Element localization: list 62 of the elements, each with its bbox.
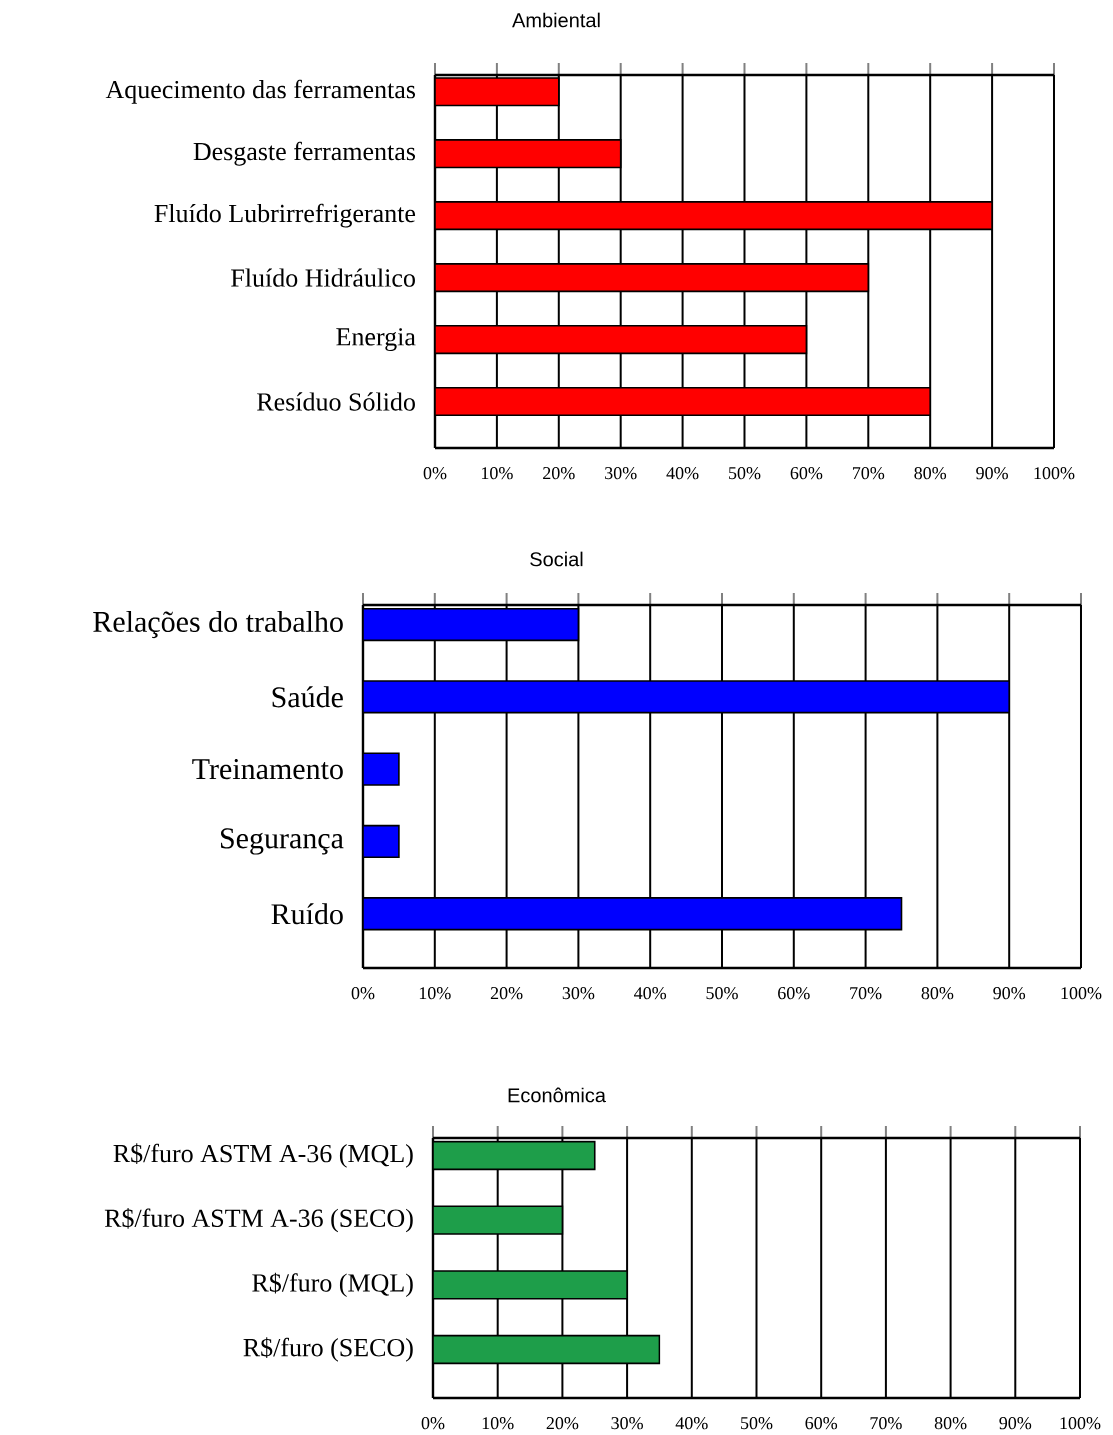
x-tick-label: 70% — [870, 1417, 902, 1430]
chart-title: Ambiental — [512, 12, 600, 28]
x-tick-label: 90% — [999, 1417, 1032, 1430]
x-tick-label: 40% — [675, 1417, 708, 1430]
y-tick-label: Resíduo Sólido — [257, 392, 415, 411]
x-tick-label: 100% — [1060, 1417, 1101, 1430]
y-tick-label: Fluído Lubrirrefrigerante — [154, 203, 416, 228]
bar — [362, 752, 400, 786]
bar — [362, 824, 400, 859]
chart-title: Social — [530, 551, 583, 567]
x-tick-label: 90% — [993, 987, 1026, 1000]
x-tick-label: 100% — [1034, 467, 1075, 480]
x-tick-label: 10% — [419, 987, 451, 1000]
y-tick-label: R$/furo ASTM A-36 (SECO) — [104, 1207, 413, 1233]
y-tick-label: Saúde — [272, 686, 343, 708]
y-tick-label: Relações do trabalho — [93, 610, 343, 639]
x-tick-label: 20% — [490, 987, 523, 1000]
bar — [362, 680, 1010, 714]
y-tick-label: Aquecimento das ferramentas — [105, 79, 416, 104]
x-tick-label: 60% — [790, 467, 823, 480]
x-tick-label: 40% — [634, 987, 667, 1000]
x-tick-label: 40% — [666, 467, 699, 480]
y-tick-label: Segurança — [221, 828, 344, 855]
x-tick-label: 10% — [481, 467, 513, 480]
x-tick-label: 70% — [850, 987, 882, 1000]
x-tick-label: 0% — [351, 987, 375, 1000]
bar — [434, 263, 870, 293]
x-tick-label: 50% — [706, 987, 738, 1000]
x-tick-label: 30% — [562, 987, 595, 1000]
y-tick-label: Treinamento — [192, 759, 343, 780]
x-tick-label: 60% — [778, 987, 810, 1000]
y-tick-label: R$/furo (MQL) — [252, 1272, 413, 1297]
bar — [434, 386, 931, 417]
x-tick-label: 80% — [934, 1417, 967, 1430]
bar — [434, 201, 993, 231]
x-tick-label: 50% — [741, 1417, 773, 1430]
y-tick-label: Energia — [336, 328, 416, 351]
y-tick-label: R$/furo ASTM A-36 (MQL) — [113, 1143, 413, 1168]
x-tick-label: 70% — [852, 467, 885, 480]
bar — [434, 77, 560, 107]
x-tick-label: 90% — [976, 467, 1008, 480]
x-tick-label: 10% — [482, 1417, 514, 1430]
x-tick-label: 60% — [805, 1417, 838, 1430]
x-tick-label: 20% — [546, 1417, 579, 1430]
x-tick-label: 100% — [1061, 987, 1102, 1000]
bar — [434, 325, 808, 355]
bar — [362, 607, 580, 642]
x-tick-label: 80% — [914, 467, 947, 480]
y-tick-label: R$/furo (SECO) — [243, 1337, 413, 1362]
x-tick-label: 0% — [421, 1417, 445, 1430]
y-tick-label: Ruído — [271, 903, 343, 925]
y-tick-label: Desgaste ferramentas — [193, 141, 416, 166]
x-tick-label: 80% — [921, 987, 954, 1000]
x-tick-label: 30% — [611, 1417, 643, 1430]
chart-title: Econômica — [508, 1087, 606, 1103]
y-tick-label: Fluído Hidráulico — [231, 268, 415, 287]
x-tick-label: 30% — [605, 467, 637, 480]
bar — [362, 897, 903, 931]
x-tick-label: 0% — [423, 467, 447, 480]
x-tick-label: 20% — [543, 467, 575, 480]
bar — [434, 139, 622, 169]
x-tick-label: 50% — [729, 467, 761, 480]
